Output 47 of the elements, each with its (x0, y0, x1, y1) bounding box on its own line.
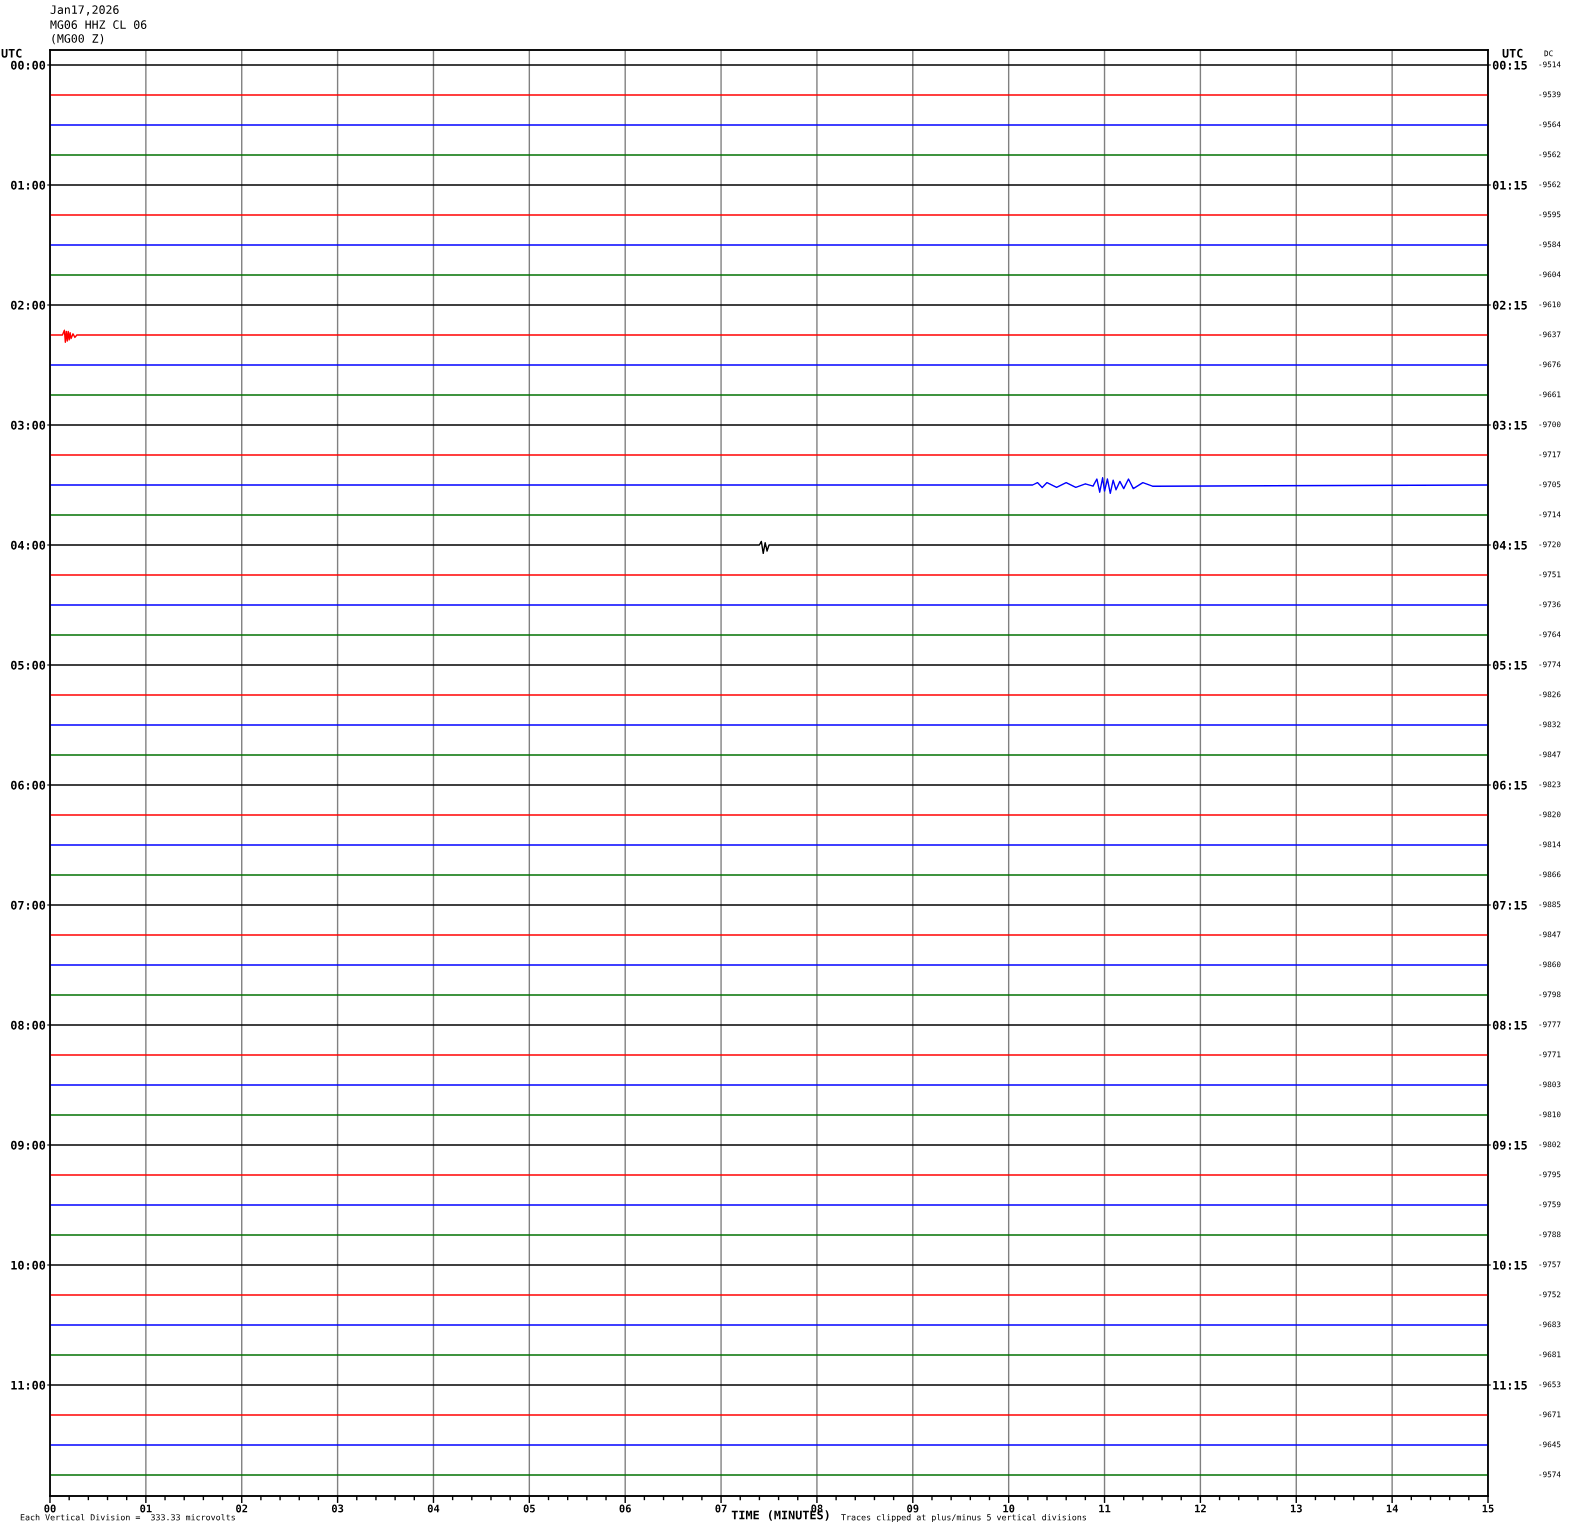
x-tick-label: 05 (523, 1504, 535, 1513)
x-tick-label: 06 (619, 1504, 631, 1513)
x-tick-label: 10 (1003, 1504, 1015, 1513)
x-tick-label: 00 (44, 1504, 56, 1513)
x-tick-label: 13 (1290, 1504, 1302, 1513)
y2-tick-label: 02:15 (1492, 300, 1527, 310)
chart-subtitle: MG06 HHZ CL 06 (MG00 Z) (50, 20, 147, 45)
y2-axis-title: UTC (1502, 48, 1523, 58)
line-series (50, 477, 1488, 495)
y-tick-label: 06:00 (11, 780, 46, 790)
text: Each Vertical Division = 333.33 microvolts (20, 1513, 235, 1521)
y-tick-label: 07:00 (11, 900, 46, 910)
y2-tick-label: 04:15 (1492, 540, 1527, 550)
y2-tick-label: 09:15 (1492, 1140, 1527, 1150)
y-tick-label: 01:00 (11, 180, 46, 190)
y-tick-label: 05:00 (11, 660, 46, 670)
y-tick-label: 00:00 (11, 60, 46, 70)
y2-tick-label: 06:15 (1492, 780, 1527, 790)
x-tick-label: 11 (1099, 1504, 1111, 1513)
y2-tick-label: 00:15 (1492, 60, 1527, 70)
y-tick-label: 04:00 (11, 540, 46, 550)
y2-tick-label: 11:15 (1493, 1380, 1527, 1390)
y2-tick-label: 03:15 (1492, 420, 1527, 430)
x-tick-label: 12 (1195, 1504, 1206, 1513)
x-tick-label: 15 (1482, 1504, 1494, 1513)
y2-tick-label: 01:15 (1492, 180, 1527, 190)
y-tick-label: 03:00 (11, 420, 46, 430)
x-tick-label: 07 (715, 1504, 727, 1513)
y-tick-label: 08:00 (11, 1020, 46, 1030)
y2-tick-label: 07:15 (1492, 900, 1527, 910)
x-tick-label: 01 (140, 1504, 152, 1513)
y2-tick-label: 08:15 (1492, 1020, 1527, 1030)
x-tick-label: 09 (907, 1504, 919, 1513)
text: Traces clipped at plus/minus 5 vertical divisions (841, 1513, 1087, 1523)
x-tick-label: 03 (331, 1504, 344, 1513)
chart-title: Jan17,2026 (50, 5, 119, 16)
y-tick-label: 09:00 (11, 1140, 46, 1150)
y-tick-label: 11:00 (11, 1380, 46, 1390)
y-axis-title: UTC (1, 48, 22, 58)
y-tick-label: 02:00 (11, 300, 46, 310)
y2-tick-label: 05:15 (1492, 660, 1527, 670)
y2-tick-label: 10:15 (1493, 1260, 1527, 1270)
y-tick-label: 10:00 (11, 1260, 46, 1270)
line-series (50, 329, 1488, 343)
x-tick-label: 04 (427, 1504, 440, 1513)
x-tick-label: 02 (236, 1504, 248, 1513)
x-tick-label: 14 (1386, 1504, 1398, 1513)
